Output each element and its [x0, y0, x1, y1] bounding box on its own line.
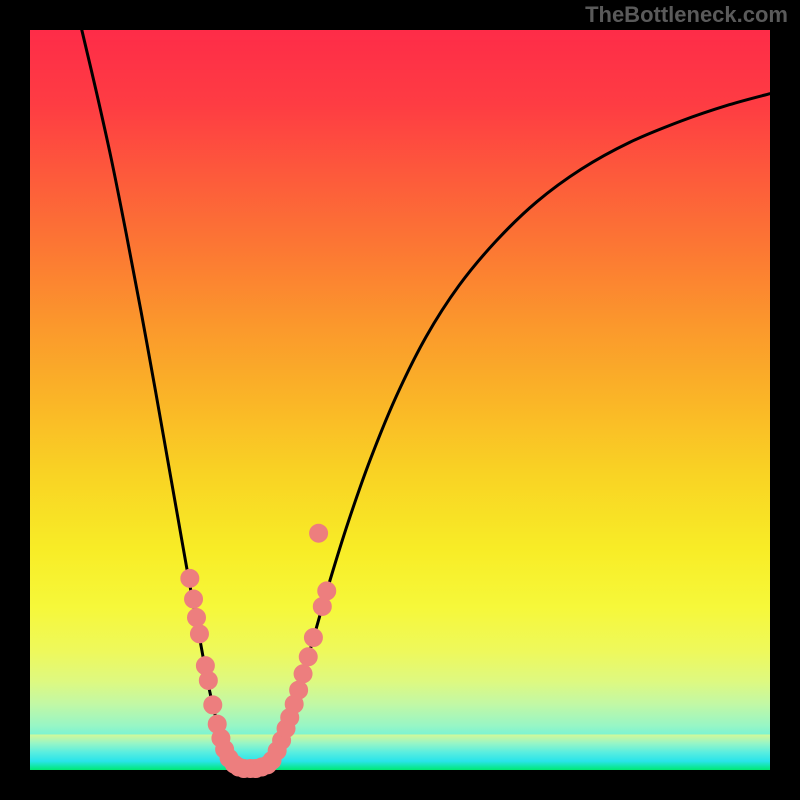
- data-point: [290, 681, 308, 699]
- data-point: [199, 671, 217, 689]
- data-point: [304, 629, 322, 647]
- bottleneck-chart: [0, 0, 800, 800]
- data-point: [310, 524, 328, 542]
- watermark-text: TheBottleneck.com: [585, 2, 788, 28]
- data-point: [181, 569, 199, 587]
- data-point: [190, 625, 208, 643]
- data-point: [318, 582, 336, 600]
- data-point: [299, 648, 317, 666]
- data-point: [188, 609, 206, 627]
- chart-container: TheBottleneck.com: [0, 0, 800, 800]
- data-point: [204, 696, 222, 714]
- data-point: [294, 665, 312, 683]
- data-point: [185, 590, 203, 608]
